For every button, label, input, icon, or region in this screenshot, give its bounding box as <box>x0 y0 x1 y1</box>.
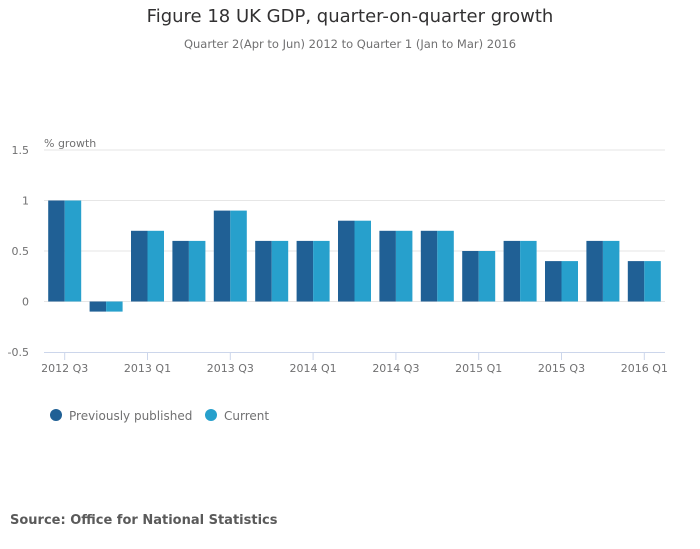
y-tick-label: 1.5 <box>12 144 30 157</box>
bar-previously-published <box>462 251 479 302</box>
bar-current <box>64 200 82 302</box>
legend-marker-icon <box>50 409 62 421</box>
bar-previously-published <box>172 240 189 302</box>
x-tick-label: 2015 Q1 <box>455 362 502 375</box>
legend-marker-icon <box>205 409 217 421</box>
bar-current <box>106 301 123 312</box>
y-tick-label: 0 <box>22 296 29 309</box>
bar-current <box>354 220 371 302</box>
x-axis: 2012 Q3 2013 Q1 2013 Q3 2014 Q1 2014 Q3 2015 … <box>41 352 668 375</box>
x-tick-label: 2014 Q1 <box>290 362 337 375</box>
legend-label: Previously published <box>69 409 192 423</box>
bar-previously-published <box>89 301 107 312</box>
legend: Previously published Current <box>50 409 269 423</box>
bar-previously-published <box>338 220 355 302</box>
bar-previously-published <box>296 240 314 302</box>
bar-current <box>395 230 413 302</box>
bar-previously-published <box>48 200 65 302</box>
x-tick-label: 2015 Q3 <box>538 362 585 375</box>
bar-current <box>644 261 661 302</box>
legend-item: Previously published <box>50 409 192 423</box>
bar-previously-published <box>545 261 562 302</box>
bar-current <box>478 251 496 302</box>
bar-previously-published <box>586 240 603 302</box>
legend-label: Current <box>224 409 269 423</box>
bars <box>48 200 661 312</box>
y-axis: -0.5 0 0.5 1 1.5 <box>8 144 29 359</box>
bar-previously-published <box>379 230 396 302</box>
legend-item: Current <box>205 409 269 423</box>
bar-current <box>313 240 330 302</box>
bar-current <box>437 230 454 302</box>
bar-current <box>561 261 578 302</box>
x-tick-label: 2016 Q1 <box>621 362 668 375</box>
x-tick-label: 2013 Q1 <box>124 362 171 375</box>
bar-current <box>602 240 620 302</box>
chart-subtitle: Quarter 2(Apr to Jun) 2012 to Quarter 1 … <box>183 37 517 51</box>
bar-current <box>271 240 289 302</box>
bar-previously-published <box>131 230 148 302</box>
x-tick-label: 2013 Q3 <box>207 362 254 375</box>
bar-current <box>230 210 247 302</box>
bar-previously-published <box>255 240 272 302</box>
y-tick-label: 0.5 <box>12 245 30 258</box>
x-tick-label: 2014 Q3 <box>372 362 419 375</box>
bar-previously-published <box>503 240 521 302</box>
y-tick-label: 1 <box>22 195 29 208</box>
x-tick-label: 2012 Q3 <box>41 362 88 375</box>
y-tick-label: -0.5 <box>8 346 29 359</box>
source-note: Source: Office for National Statistics <box>10 513 278 528</box>
bar-current <box>147 230 164 302</box>
bar-previously-published <box>627 261 645 302</box>
bar-current <box>520 240 537 302</box>
bar-previously-published <box>213 210 231 302</box>
chart-title: Figure 18 UK GDP, quarter-on-quarter gro… <box>146 6 554 27</box>
bar-current <box>188 240 206 302</box>
y-axis-label: % growth <box>44 137 96 150</box>
bar-previously-published <box>420 230 438 302</box>
